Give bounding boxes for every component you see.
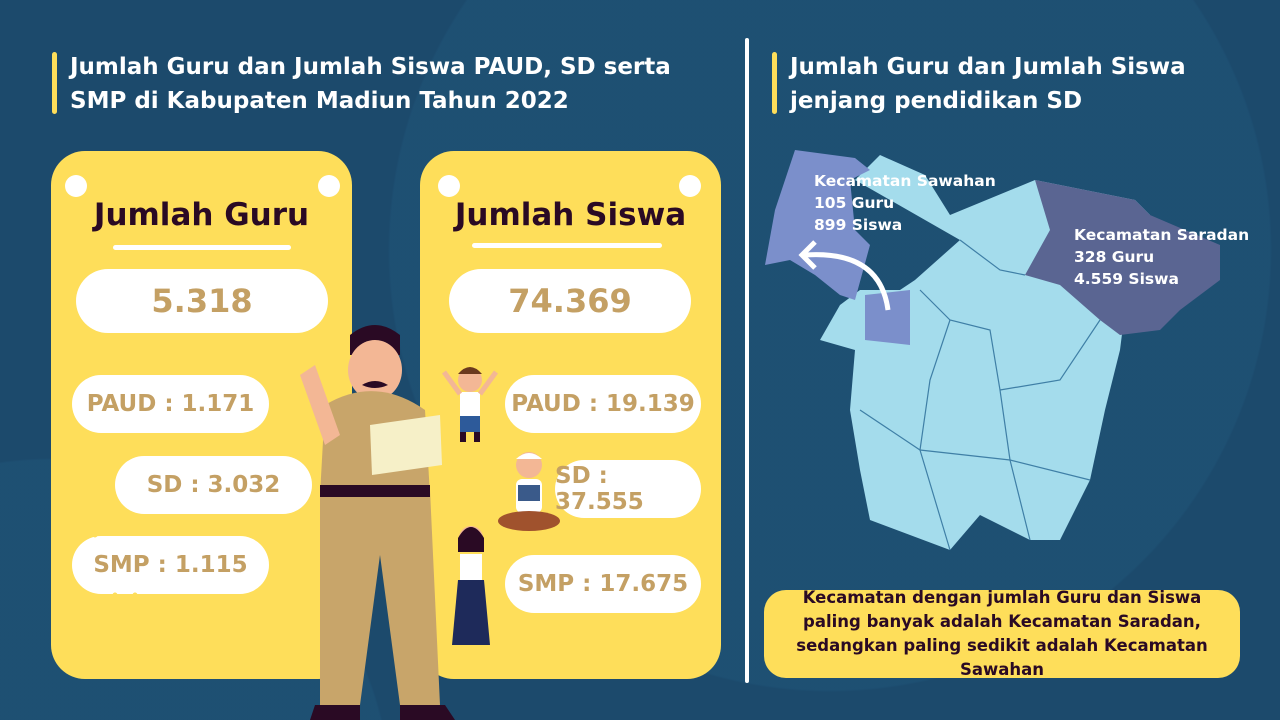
card-hole [679,175,701,197]
dot-pattern [52,492,218,633]
saradan-guru: 328 Guru [1074,248,1155,266]
guru-smp: SMP : 1.115 [72,536,269,594]
sawahan-name: Kecamatan Sawahan [814,172,996,190]
title-underline [113,245,291,250]
siswa-card-title: Jumlah Siswa [454,197,687,233]
conclusion-box: Kecamatan dengan jumlah Guru dan Siswa p… [764,588,1240,679]
right-title: Jumlah Guru dan Jumlah Siswa jenjang pen… [772,50,1232,118]
saradan-label: Kecamatan Saradan 328 Guru 4.559 Siswa [1074,224,1249,290]
student-boy-illustration [441,367,499,442]
siswa-paud: PAUD : 19.139 [505,375,701,433]
card-hole [65,175,87,197]
student-girl-illustration [452,526,490,645]
divider [745,38,749,683]
guru-sd: SD : 3.032 [115,456,312,514]
saradan-siswa: 4.559 Siswa [1074,270,1179,288]
madiun-map [765,150,1220,551]
guru-paud: PAUD : 1.171 [72,375,269,433]
teacher-illustration [300,325,455,720]
sawahan-guru: 105 Guru [814,194,895,212]
map-region-sawahan [865,290,910,345]
card-hole [438,175,460,197]
guru-total: 5.318 [76,269,328,333]
sawahan-label: Kecamatan Sawahan 105 Guru 899 Siswa [814,170,996,236]
siswa-sd: SD : 37.555 [555,460,701,518]
student-reading-illustration [498,452,560,531]
sawahan-siswa: 899 Siswa [814,216,903,234]
arrow-icon [804,252,891,311]
siswa-total: 74.369 [449,269,691,333]
siswa-smp: SMP : 17.675 [505,555,701,613]
left-title: Jumlah Guru dan Jumlah Siswa PAUD, SD se… [52,50,702,118]
map-region-sawahan [765,150,870,300]
saradan-name: Kecamatan Saradan [1074,226,1250,244]
title-underline [472,243,662,248]
map-region-saradan [1025,180,1220,335]
card-hole [318,175,340,197]
guru-card-title: Jumlah Guru [93,197,310,233]
guru-card: Jumlah Guru 5.318 PAUD : 1.171 SD : 3.03… [51,151,352,679]
